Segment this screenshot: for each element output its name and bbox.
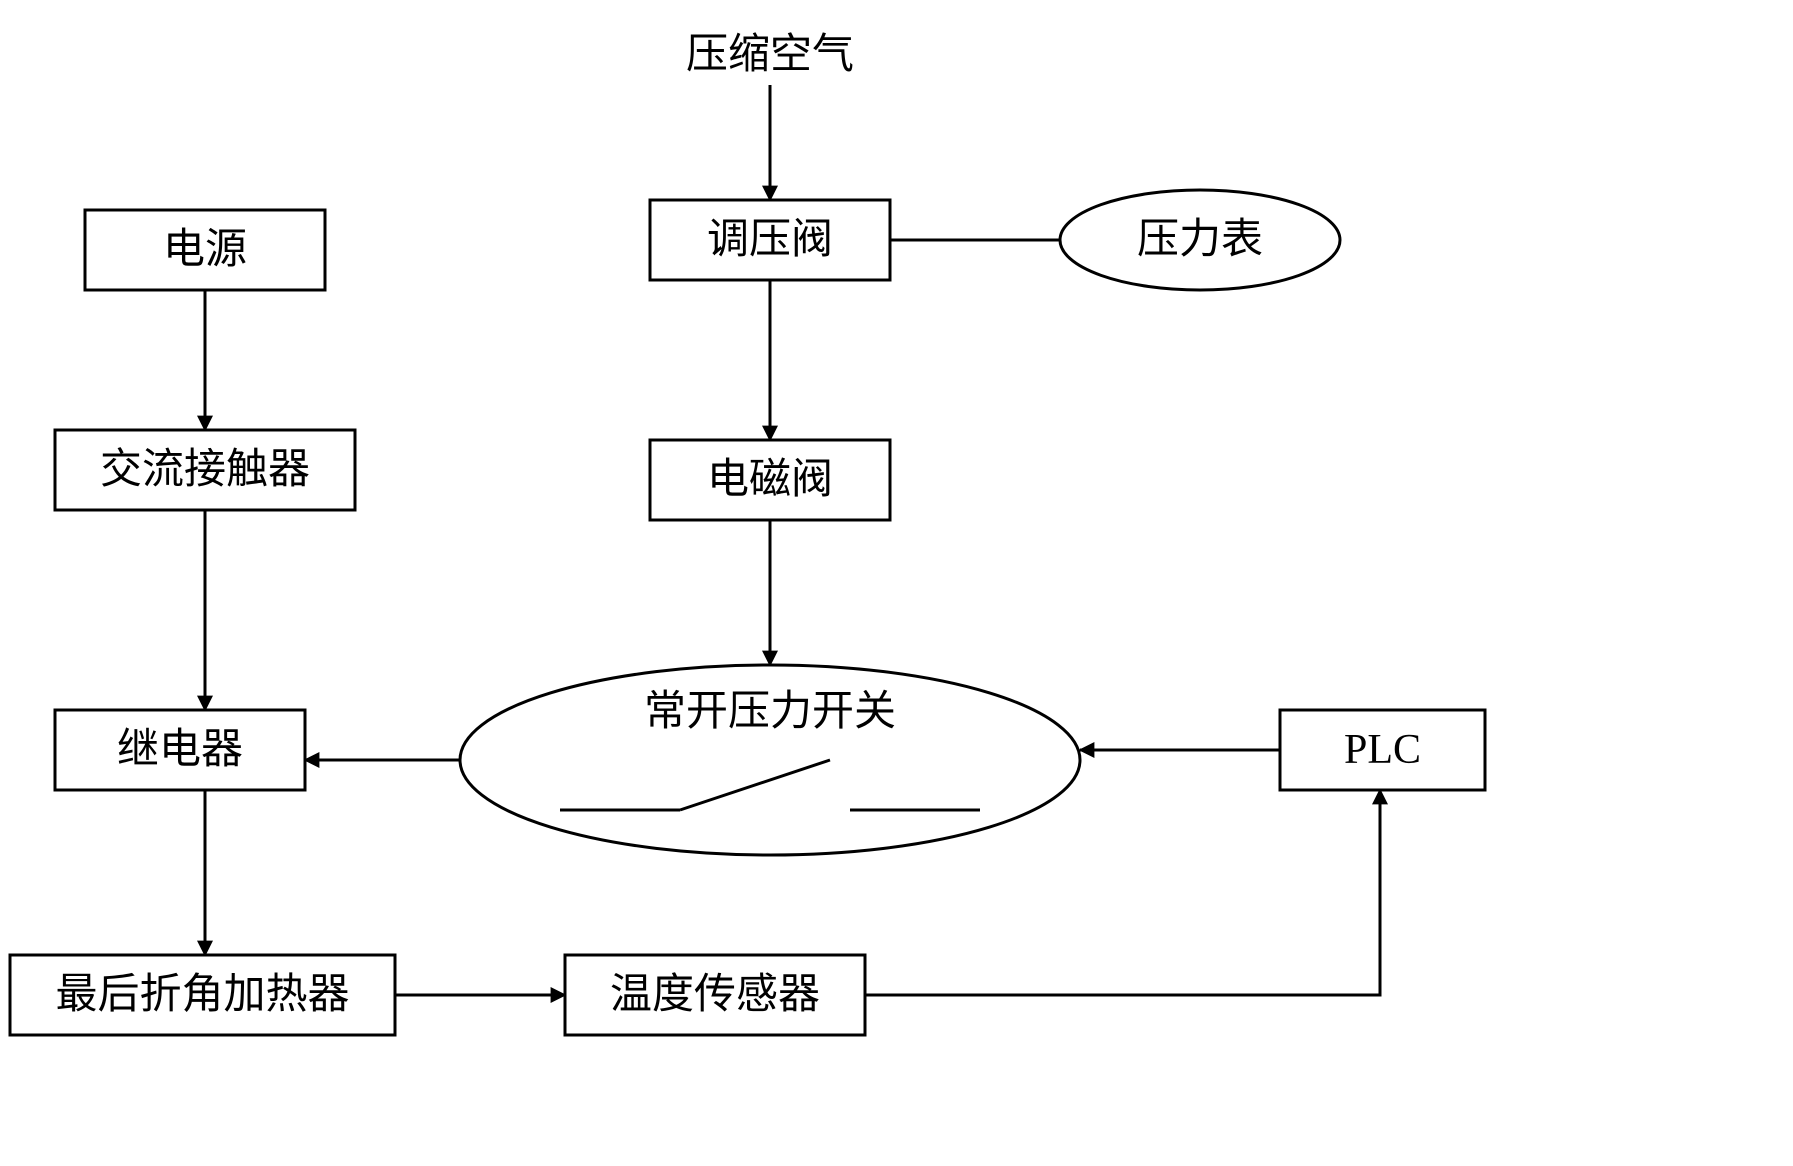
node-gauge: 压力表 [1060,190,1340,290]
node-regulator: 调压阀 [650,200,890,280]
node-compressed_air: 压缩空气 [686,31,854,78]
node-solenoid-label: 电磁阀 [707,457,833,503]
node-relay: 继电器 [55,710,305,790]
node-sensor-label: 温度传感器 [610,972,820,1018]
node-heater: 最后折角加热器 [10,955,395,1035]
node-plc: PLC [1280,710,1485,790]
node-solenoid: 电磁阀 [650,440,890,520]
node-gauge-label: 压力表 [1137,217,1263,263]
node-regulator-label: 调压阀 [707,217,833,263]
node-sensor: 温度传感器 [565,955,865,1035]
node-power: 电源 [85,210,325,290]
node-relay-label: 继电器 [117,727,243,773]
node-pressure_switch: 常开压力开关 [460,665,1080,855]
node-compressed_air-label: 压缩空气 [686,31,854,78]
node-contactor: 交流接触器 [55,430,355,510]
node-power-label: 电源 [163,227,247,273]
flowchart-canvas: 压缩空气调压阀 压力表 电源交流接触器 电磁阀继电器 常开压力开关 PLC 最后折角加热器 温… [0,0,1793,1166]
node-heater-label: 最后折角加热器 [55,972,349,1018]
node-pressure_switch-label: 常开压力开关 [644,689,896,735]
node-contactor-label: 交流接触器 [100,446,310,493]
node-plc-label: PLC [1344,727,1421,773]
